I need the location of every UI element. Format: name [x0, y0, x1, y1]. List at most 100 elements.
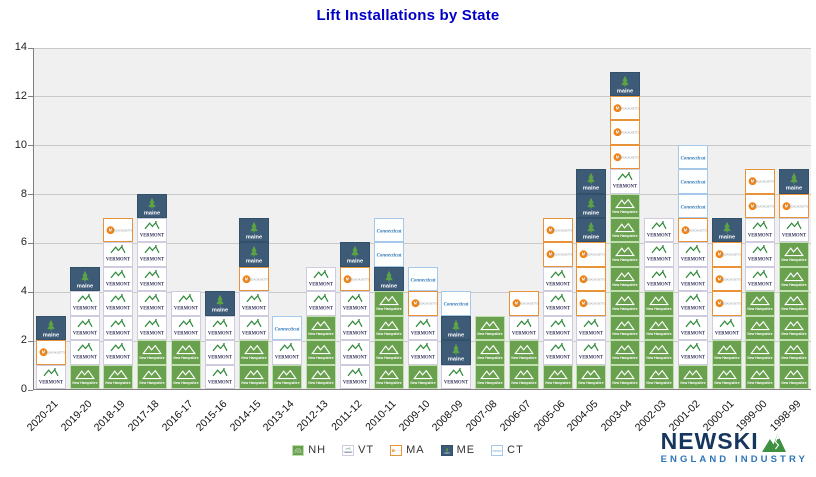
bar-2014-15: New Hampshire New Hampshire VERMONT VERMONT…	[238, 218, 269, 389]
svg-text:M: M	[346, 277, 350, 282]
x-tick-label: 2016-17	[159, 398, 196, 434]
svg-text:maine: maine	[718, 235, 734, 241]
svg-text:MASSACHUSETTS: MASSACHUSETTS	[719, 278, 740, 281]
svg-text:M: M	[751, 203, 755, 208]
nh-logo-tile: New Hampshire	[779, 291, 810, 316]
me-logo-tile: maine	[441, 340, 472, 365]
legend-item-ct: Connecticut CT	[491, 444, 524, 456]
svg-text:VERMONT: VERMONT	[39, 380, 64, 385]
y-tick	[28, 242, 33, 244]
svg-text:New Hampshire: New Hampshire	[477, 332, 502, 336]
y-tick	[28, 96, 33, 98]
vt-logo-tile: VERMONT	[69, 291, 100, 316]
nh-logo-tile: New Hampshire	[745, 340, 776, 365]
svg-text:M: M	[548, 252, 552, 257]
nh-logo-tile: New Hampshire	[643, 291, 674, 316]
vt-logo-tile: VERMONT	[137, 242, 168, 267]
nh-logo-tile: New Hampshire	[745, 291, 776, 316]
vt-logo-tile: VERMONT	[238, 315, 269, 341]
plot-area: VERMONT M MASSACHUSETTS maine New Hampshire V…	[28, 47, 811, 391]
nh-legend-swatch: New Hampshire	[292, 444, 305, 456]
svg-text:M: M	[616, 106, 620, 111]
svg-text:maine: maine	[617, 88, 633, 94]
svg-text:Connecticut: Connecticut	[376, 254, 401, 259]
gridline-y12	[34, 96, 811, 98]
svg-text:New Hampshire: New Hampshire	[613, 234, 638, 238]
ct-logo-tile: Connecticut	[373, 218, 404, 243]
ma-logo-tile: M MASSACHUSETTS	[610, 95, 641, 121]
me-logo-tile: maine	[339, 242, 370, 267]
svg-text:New Hampshire: New Hampshire	[106, 381, 131, 385]
svg-text:MASSACHUSETTS: MASSACHUSETTS	[111, 229, 132, 232]
vt-legend-swatch: VERMONT	[342, 444, 355, 456]
svg-text:VERMONT: VERMONT	[410, 331, 435, 336]
svg-text:M: M	[582, 301, 586, 306]
vt-logo-tile: VERMONT	[542, 340, 573, 365]
ct-logo-tile: Connecticut	[373, 242, 404, 267]
svg-text:VERMONT: VERMONT	[208, 331, 233, 336]
vt-logo-tile: VERMONT	[103, 315, 134, 341]
svg-text:M: M	[109, 228, 113, 233]
nh-logo-tile: New Hampshire	[137, 364, 168, 389]
ct-logo-tile: Connecticut	[272, 315, 303, 341]
me-logo-tile: maine	[204, 291, 235, 316]
svg-text:VERMONT: VERMONT	[545, 356, 570, 361]
legend-label: ME	[456, 444, 476, 456]
svg-text:MASSACHUSETTS: MASSACHUSETTS	[246, 278, 267, 281]
svg-text:VERMONT: VERMONT	[444, 380, 469, 385]
nh-logo-tile: New Hampshire	[373, 291, 404, 316]
svg-text:MASSACHUSETTS: MASSACHUSETTS	[719, 303, 740, 306]
logo-subtitle: ENGLAND INDUSTRY	[660, 454, 808, 465]
svg-text:maine: maine	[448, 332, 464, 338]
nh-logo-tile: New Hampshire	[373, 315, 404, 341]
nh-logo-tile: New Hampshire	[610, 193, 641, 219]
ma-logo-tile: M MASSACHUSETTS	[677, 218, 708, 243]
svg-text:MASSACHUSETTS: MASSACHUSETTS	[618, 156, 639, 159]
svg-text:VERMONT: VERMONT	[410, 356, 435, 361]
bar-2007-08: New Hampshire New Hampshire New Hampshire	[475, 315, 506, 389]
vt-logo-tile: VERMONT	[69, 340, 100, 365]
y-tick-label: 8	[20, 187, 27, 200]
svg-text:VERMONT: VERMONT	[208, 356, 233, 361]
vt-logo-tile: VERMONT	[745, 218, 776, 243]
svg-text:VERMONT: VERMONT	[174, 331, 199, 336]
svg-text:Connecticut: Connecticut	[410, 279, 435, 284]
ma-logo-tile: M MASSACHUSETTS	[103, 218, 134, 243]
svg-text:VERMONT: VERMONT	[647, 234, 672, 239]
svg-text:New Hampshire: New Hampshire	[781, 308, 806, 312]
svg-text:M: M	[751, 179, 755, 184]
nh-logo-tile: New Hampshire	[610, 266, 641, 292]
nh-logo-tile: New Hampshire	[407, 364, 438, 389]
nh-logo-tile: New Hampshire	[475, 340, 506, 365]
vt-logo-tile: VERMONT	[171, 315, 202, 341]
svg-text:New Hampshire: New Hampshire	[613, 308, 638, 312]
y-tick	[28, 194, 33, 196]
nh-logo-tile: New Hampshire	[643, 364, 674, 389]
x-tick-label: 2011-12	[329, 398, 365, 434]
svg-text:M: M	[616, 130, 620, 135]
svg-text:VERMONT: VERMONT	[782, 234, 807, 239]
svg-text:VERMONT: VERMONT	[344, 451, 353, 453]
svg-text:VERMONT: VERMONT	[681, 331, 706, 336]
svg-text:New Hampshire: New Hampshire	[646, 332, 671, 336]
svg-text:VERMONT: VERMONT	[309, 283, 334, 288]
nh-logo-tile: New Hampshire	[475, 315, 506, 341]
vt-logo-tile: VERMONT	[779, 218, 810, 243]
svg-text:VERMONT: VERMONT	[545, 331, 570, 336]
vt-logo-tile: VERMONT	[576, 340, 607, 365]
svg-text:MASSACHUSETTS: MASSACHUSETTS	[618, 107, 639, 110]
ma-logo-tile: M MASSACHUSETTS	[711, 242, 742, 267]
svg-text:VERMONT: VERMONT	[140, 258, 165, 263]
svg-text:M: M	[515, 301, 519, 306]
svg-text:VERMONT: VERMONT	[343, 307, 368, 312]
y-tick-label: 6	[20, 236, 27, 249]
gridline-y6	[34, 242, 811, 244]
y-tick	[28, 340, 33, 342]
vt-logo-tile: VERMONT	[306, 291, 337, 316]
svg-text:maine: maine	[583, 210, 599, 216]
bar-2015-16: VERMONT VERMONT VERMONT maine	[204, 291, 235, 389]
legend: New Hampshire NH VERMONT VT M MASSACHUSETTS MA…	[0, 444, 816, 456]
svg-text:VERMONT: VERMONT	[106, 258, 131, 263]
x-tick-label: 2018-19	[92, 398, 128, 434]
svg-text:New Hampshire: New Hampshire	[173, 356, 198, 360]
